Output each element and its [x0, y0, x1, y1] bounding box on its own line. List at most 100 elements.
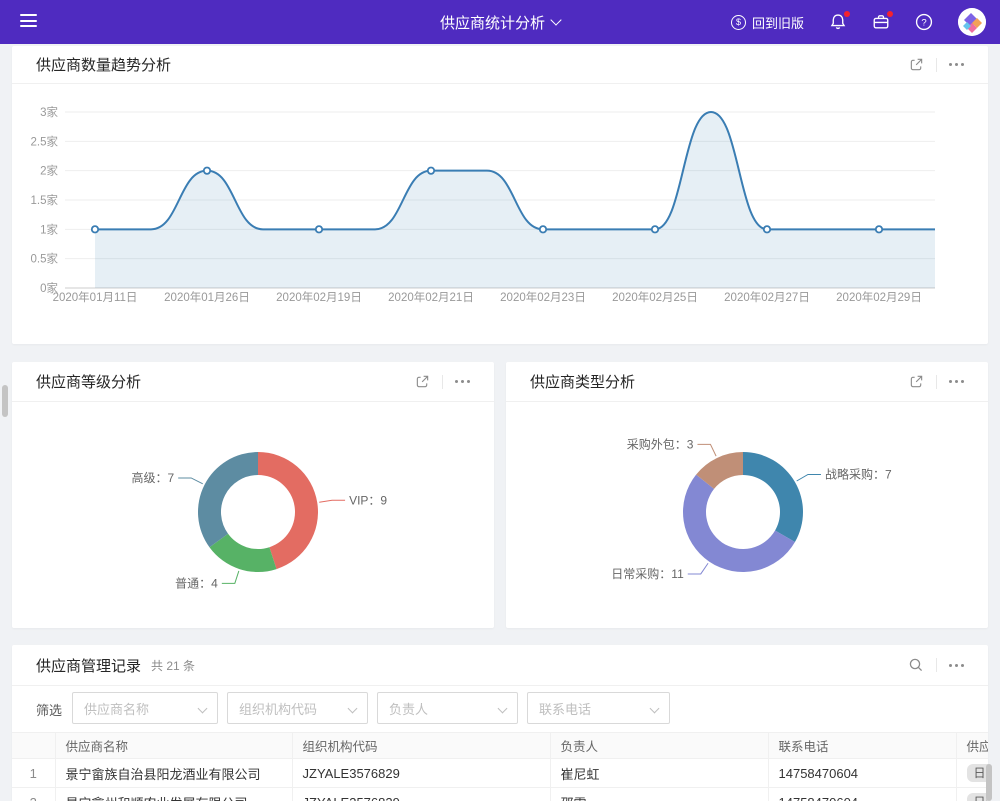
y-axis-tick-label: 2家 [40, 164, 58, 178]
row-number: 1 [12, 758, 56, 788]
trend-marker[interactable] [314, 225, 324, 234]
chevron-down-icon [347, 703, 358, 714]
table-row[interactable]: 2景宁畲州和顺农业发展有限公司JZYALE3576829邵雪1475847060… [12, 787, 988, 801]
chevron-down-icon [497, 703, 508, 714]
type-badge: 日常 [966, 793, 988, 801]
label-leader-line [221, 570, 240, 584]
svg-text:?: ? [921, 17, 926, 28]
more-actions-button[interactable] [455, 376, 470, 387]
scrollbar-thumb-right[interactable] [986, 764, 992, 801]
open-in-new-button[interactable] [415, 374, 430, 389]
menu-icon[interactable] [20, 14, 37, 29]
donut-slice-普通[interactable] [209, 533, 277, 572]
chevron-down-icon [649, 703, 660, 714]
search-icon [909, 658, 923, 672]
donut-slice-高级[interactable] [198, 452, 258, 548]
filter-label: 筛选 [36, 703, 63, 718]
supplier-type-cell: 日常 [956, 787, 988, 801]
back-to-old-version-button[interactable]: $ 回到旧版 [730, 13, 804, 32]
trend-marker[interactable] [202, 166, 212, 175]
trend-chart: 0家 0.5家 1家 1.5家 2家 2.5家 3家 2020年01月11日 2020年01月2… [31, 105, 935, 304]
filter-select-person[interactable]: 负责人 [377, 692, 518, 724]
open-in-new-button[interactable] [909, 374, 924, 389]
donut-slice-采购外包[interactable] [696, 452, 743, 489]
y-axis-tick-label: 0家 [40, 281, 58, 295]
export-icon [910, 375, 923, 388]
level-donut-chart: VIP：9 普通：4 高级：7 [131, 452, 387, 590]
notifications-button[interactable] [829, 11, 850, 31]
more-actions-button[interactable] [949, 660, 964, 671]
x-axis-tick-label: 2020年02月29日 [836, 290, 922, 304]
open-in-new-button[interactable] [909, 57, 924, 72]
x-axis-tick-label: 2020年02月21日 [388, 290, 474, 304]
filter-select-supplier-name[interactable]: 供应商名称 [72, 692, 218, 724]
slice-label: 日常采购：11 [611, 566, 684, 581]
avatar[interactable] [958, 8, 986, 36]
column-header: 供应商名称 [55, 732, 293, 759]
type-card: 供应商类型分析 战略采购：7 日常采购：11 采购外包：3 [506, 362, 988, 628]
person-cell: 崔尼虹 [550, 758, 769, 788]
column-header: 负责人 [550, 732, 769, 759]
workbench-button[interactable] [872, 11, 893, 31]
trend-marker[interactable] [426, 166, 436, 175]
type-badge: 日常 [966, 764, 988, 782]
column-header [12, 732, 56, 759]
label-leader-line [178, 477, 203, 485]
trend-marker[interactable] [538, 225, 548, 234]
donut-slice-VIP[interactable] [258, 452, 319, 570]
table-row[interactable]: 1 景宁畲族自治县阳龙酒业有限公司 JZYALE3576829 崔尼虹 14758470… [12, 758, 988, 788]
x-axis-tick-label: 2020年02月19日 [276, 290, 362, 304]
help-button[interactable]: ? [915, 13, 933, 31]
level-card-header: 供应商等级分析 [12, 362, 494, 402]
records-card-header: 供应商管理记录 共 21 条 [12, 645, 988, 686]
workbench-dot [887, 11, 893, 17]
coin-icon: $ [730, 14, 746, 30]
page-title-dropdown[interactable]: 供应商统计分析 [0, 0, 1000, 44]
level-card: 供应商等级分析 VIP：9 普通：4 高级：7 [12, 362, 494, 628]
slice-label: 高级：7 [131, 470, 174, 485]
org-code-cell: JZYALE3576829 [292, 758, 551, 788]
supplier-name-cell: 景宁畲族自治县阳龙酒业有限公司 [55, 758, 293, 788]
slice-label: 普通：4 [175, 576, 218, 590]
type-card-title: 供应商类型分析 [530, 374, 636, 391]
trend-marker[interactable] [874, 225, 884, 234]
records-table-wrap: 供应商名称组织机构代码负责人联系电话供应1景宁畲族自治县阳龙酒业有限公司JZYA… [12, 732, 988, 801]
person-cell: 邵雪 [550, 787, 769, 801]
column-header: 供应 [956, 732, 988, 759]
records-card: 供应商管理记录 共 21 条 筛选 供应商名称 组织机构代码 负责人 联系电话 [12, 645, 988, 801]
x-axis-tick-label: 2020年02月27日 [724, 290, 810, 304]
level-card-title: 供应商等级分析 [36, 374, 142, 391]
more-actions-button[interactable] [949, 376, 964, 387]
y-axis-tick-label: 2.5家 [31, 134, 59, 148]
label-leader-line [796, 474, 821, 482]
more-actions-button[interactable] [949, 59, 964, 70]
filter-select-org-code[interactable]: 组织机构代码 [227, 692, 368, 724]
avatar-logo-icon [958, 8, 986, 36]
scrollbar-thumb-left[interactable] [2, 385, 8, 417]
filter-select-phone[interactable]: 联系电话 [527, 692, 670, 724]
x-axis-tick-label: 2020年02月25日 [612, 290, 698, 304]
trend-marker[interactable] [650, 225, 660, 234]
x-axis-tick-label: 2020年01月11日 [53, 290, 138, 304]
y-axis-tick-label: 0.5家 [31, 252, 59, 266]
trend-card: 供应商数量趋势分析 0家 0.5家 1家 1.5家 2家 2.5家 3家 2020年01月11… [12, 46, 988, 344]
donut-slice-战略采购[interactable] [743, 452, 803, 542]
supplier-type-cell: 日常 [956, 758, 988, 788]
row-number: 2 [12, 787, 56, 801]
type-card-header: 供应商类型分析 [506, 362, 988, 402]
donut-slice-日常采购[interactable] [683, 474, 795, 572]
x-axis-tick-label: 2020年02月23日 [500, 290, 586, 304]
supplier-name-cell: 景宁畲州和顺农业发展有限公司 [55, 787, 293, 801]
y-axis-tick-label: 1.5家 [31, 193, 59, 207]
phone-cell: 14758470604 [768, 787, 957, 801]
trend-marker[interactable] [90, 225, 100, 234]
label-leader-line [697, 443, 717, 457]
trend-card-header: 供应商数量趋势分析 [12, 46, 988, 84]
records-card-title: 供应商管理记录 [36, 657, 142, 675]
type-donut-chart: 战略采购：7 日常采购：11 采购外包：3 [611, 436, 892, 581]
search-button[interactable] [908, 657, 924, 673]
export-icon [910, 58, 923, 71]
trend-marker[interactable] [762, 225, 772, 234]
